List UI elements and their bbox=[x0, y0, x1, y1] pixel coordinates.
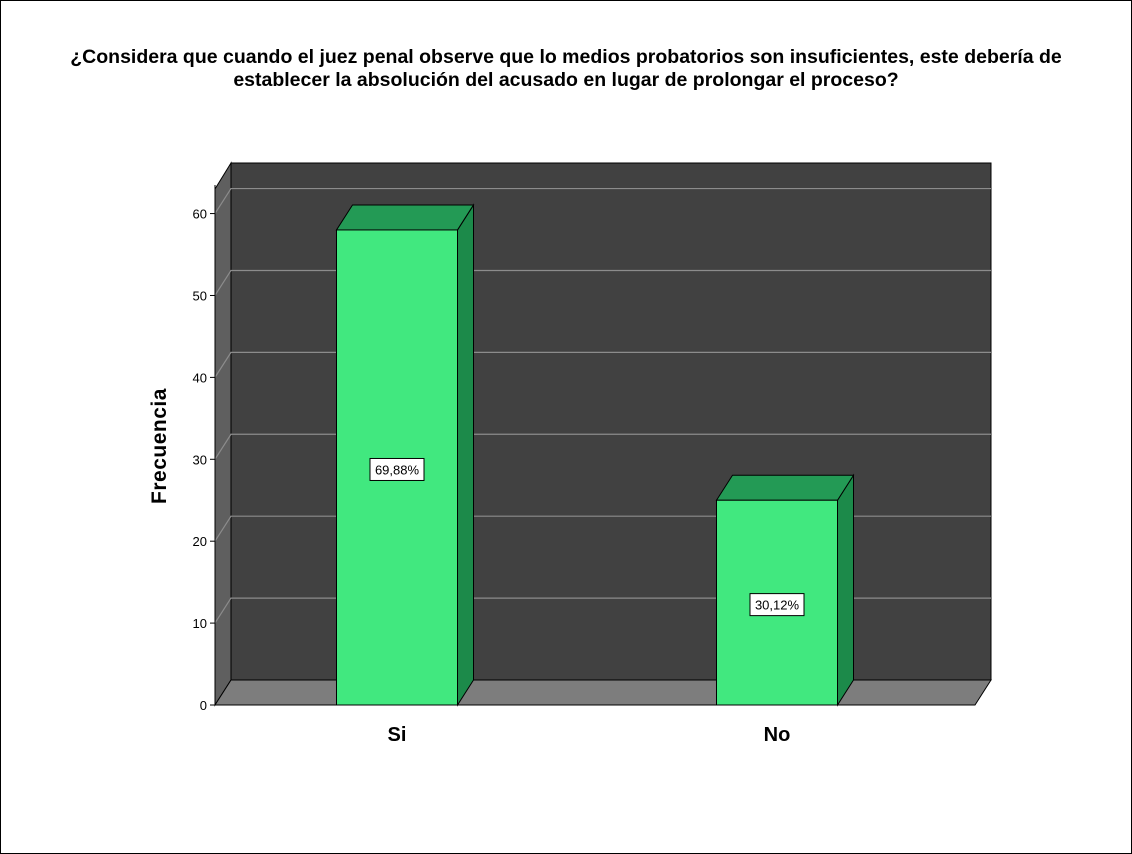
gridline bbox=[214, 269, 991, 296]
gridline bbox=[214, 433, 991, 460]
x-category-label: Si bbox=[388, 724, 407, 746]
data-label: 30,12% bbox=[755, 598, 800, 613]
gridline bbox=[214, 187, 991, 214]
y-tick-label: 60 bbox=[193, 207, 207, 222]
chart-title: ¿Considera que cuando el juez penal obse… bbox=[70, 46, 1062, 91]
bar-no bbox=[715, 473, 855, 707]
y-tick-label: 20 bbox=[193, 534, 207, 549]
data-label: 69,88% bbox=[375, 462, 420, 477]
y-tick-label: 0 bbox=[200, 698, 207, 713]
plot-left-wall bbox=[214, 161, 232, 707]
y-tick-label: 40 bbox=[193, 370, 207, 385]
bar-si bbox=[335, 203, 475, 707]
bar-top bbox=[715, 474, 855, 501]
y-axis-label: Frecuencia bbox=[148, 388, 171, 504]
data-label-box bbox=[749, 593, 805, 617]
y-tick-label: 50 bbox=[193, 288, 207, 303]
data-label-box bbox=[369, 457, 425, 481]
bar-top bbox=[335, 204, 475, 231]
gridline bbox=[214, 351, 991, 378]
bar-side bbox=[837, 473, 854, 707]
labels: 69,88% Si 30,12% No bbox=[369, 457, 805, 746]
plot-floor bbox=[214, 679, 992, 706]
bar-side bbox=[457, 203, 474, 707]
y-axis: 0 10 20 30 40 50 60 bbox=[193, 185, 216, 713]
y-tick-label: 30 bbox=[193, 452, 207, 467]
y-tick-label: 10 bbox=[193, 616, 207, 631]
x-category-label: No bbox=[764, 724, 791, 746]
